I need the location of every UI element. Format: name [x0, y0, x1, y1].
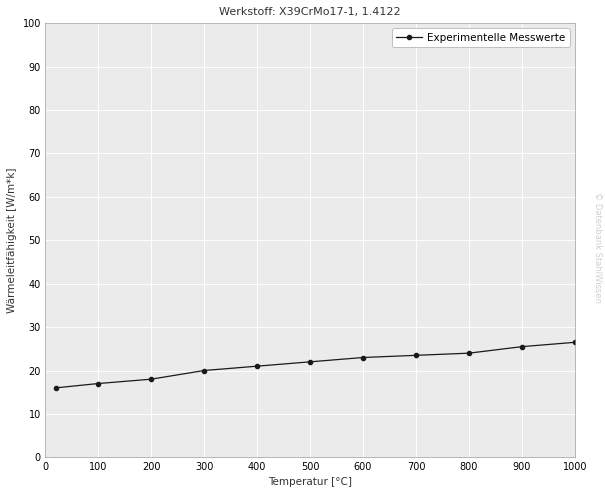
Experimentelle Messwerte [465, 350, 473, 356]
Experimentelle Messwerte [413, 352, 420, 358]
Experimentelle Messwerte [571, 339, 578, 345]
Text: © Datenbank StahlWissen: © Datenbank StahlWissen [593, 192, 602, 302]
Experimentelle Messwerte [253, 363, 261, 369]
Experimentelle Messwerte [94, 380, 102, 386]
Y-axis label: Wärmeleitfähigkeit [W/m*k]: Wärmeleitfähigkeit [W/m*k] [7, 167, 17, 313]
Experimentelle Messwerte [518, 344, 526, 350]
Experimentelle Messwerte [200, 368, 208, 373]
Experimentelle Messwerte [148, 376, 155, 382]
X-axis label: Temperatur [°C]: Temperatur [°C] [268, 477, 352, 487]
Experimentelle Messwerte [359, 355, 367, 361]
Title: Werkstoff: X39CrMo17-1, 1.4122: Werkstoff: X39CrMo17-1, 1.4122 [219, 7, 401, 17]
Experimentelle Messwerte [306, 359, 313, 365]
Legend: Experimentelle Messwerte: Experimentelle Messwerte [392, 29, 570, 47]
Line: Experimentelle Messwerte: Experimentelle Messwerte [54, 340, 577, 390]
Experimentelle Messwerte [52, 385, 59, 391]
